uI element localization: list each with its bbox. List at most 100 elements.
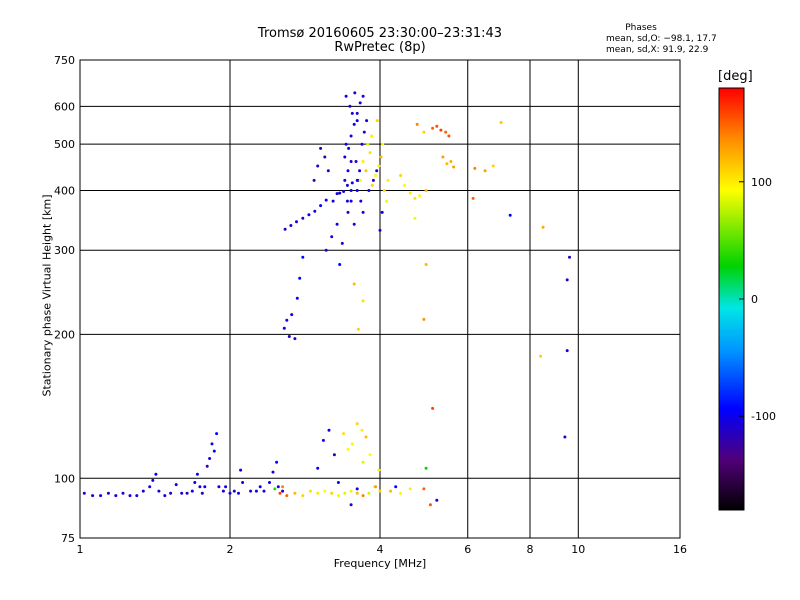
point-o-mode [148,485,152,489]
colorbar-band [719,294,744,296]
colorbar-band [719,291,744,293]
colorbar-band [719,396,744,398]
point-o-mode [350,181,354,185]
colorbar-band [719,94,744,96]
colorbar-band [719,161,744,163]
colorbar-band [719,130,744,132]
colorbar-band [719,281,744,283]
colorbar-band [719,152,744,154]
phase-stats-x: mean, sd,X: 91.9, 22.9 [606,45,709,55]
colorbar-band [719,494,744,496]
colorbar-band [719,450,744,452]
colorbar-band [719,492,744,494]
point-o-mode [82,491,86,495]
point-o-mode [154,472,158,476]
colorbar-band [719,390,744,392]
colorbar-band [719,387,744,389]
colorbar-band [719,236,744,238]
colorbar-band [719,118,744,120]
colorbar-band [719,184,744,186]
point-o-mode [324,248,328,252]
point-o-mode [378,228,382,232]
colorbar-band [719,221,744,223]
point-x-mode [368,453,372,457]
point-x-mode [428,503,432,507]
point-x-mode [439,128,443,132]
point-x-mode [422,317,426,321]
point-x-mode [361,299,365,303]
y-tick-label: 750 [54,54,75,67]
point-o-mode [335,222,339,226]
colorbar-band [719,395,744,397]
colorbar-band [719,348,744,350]
point-o-mode [190,489,194,493]
colorbar-band [719,232,744,234]
colorbar-band [719,380,744,382]
colorbar-band [719,181,744,183]
point-o-mode [208,457,212,460]
point-o-mode [157,489,161,493]
colorbar-band [719,279,744,281]
point-o-mode [352,222,356,226]
colorbar-band [719,95,744,97]
colorbar-band [719,213,744,215]
point-x-mode [435,124,439,128]
colorbar-band [719,296,744,298]
colorbar-band [719,187,744,189]
colorbar-band [719,472,744,474]
colorbar-band [719,351,744,353]
colorbar-band [719,115,744,117]
colorbar-band [719,212,744,214]
point-o-mode [262,489,266,493]
point-o-mode [281,489,285,493]
colorbar-band [719,488,744,490]
point-x-mode [413,196,417,200]
colorbar-band [719,111,744,113]
colorbar-band [719,466,744,468]
point-o-mode [285,318,289,322]
colorbar-band [719,313,744,315]
colorbar-band [719,250,744,252]
colorbar-band [719,247,744,249]
point-o-mode [169,491,173,495]
colorbar-band [719,177,744,179]
colorbar-band [719,385,744,387]
point-o-mode [361,94,365,98]
point-x-mode [377,468,381,472]
colorbar-band [719,378,744,380]
point-o-mode [239,468,243,472]
colorbar-band [719,332,744,334]
colorbar-band [719,320,744,322]
point-o-mode [361,210,365,214]
colorbar-band [719,508,744,510]
colorbar-band [719,186,744,188]
point-o-mode [298,276,302,280]
point-o-mode [354,160,358,163]
point-o-mode [91,494,95,498]
colorbar-band [719,335,744,337]
colorbar-band [719,299,744,301]
point-o-mode [275,460,279,464]
colorbar-band [719,302,744,304]
colorbar-band [719,125,744,127]
colorbar-band [719,469,744,471]
colorbar-band [719,460,744,462]
colorbar-band [719,262,744,264]
point-o-mode [273,487,277,491]
colorbar-band [719,121,744,123]
point-o-mode [114,494,118,498]
colorbar-band [719,453,744,455]
x-tick-label: 1 [77,543,84,556]
point-o-mode [355,119,359,123]
colorbar-band [719,246,744,248]
point-o-mode [349,503,353,507]
point-o-mode [340,241,344,245]
colorbar-band [719,408,744,410]
point-x-mode [293,491,297,495]
colorbar-band [719,403,744,405]
colorbar-band [719,259,744,261]
colorbar-band [719,407,744,409]
point-o-mode [290,313,294,317]
colorbar-band [719,260,744,262]
colorbar-tick-label: 0 [751,293,758,306]
